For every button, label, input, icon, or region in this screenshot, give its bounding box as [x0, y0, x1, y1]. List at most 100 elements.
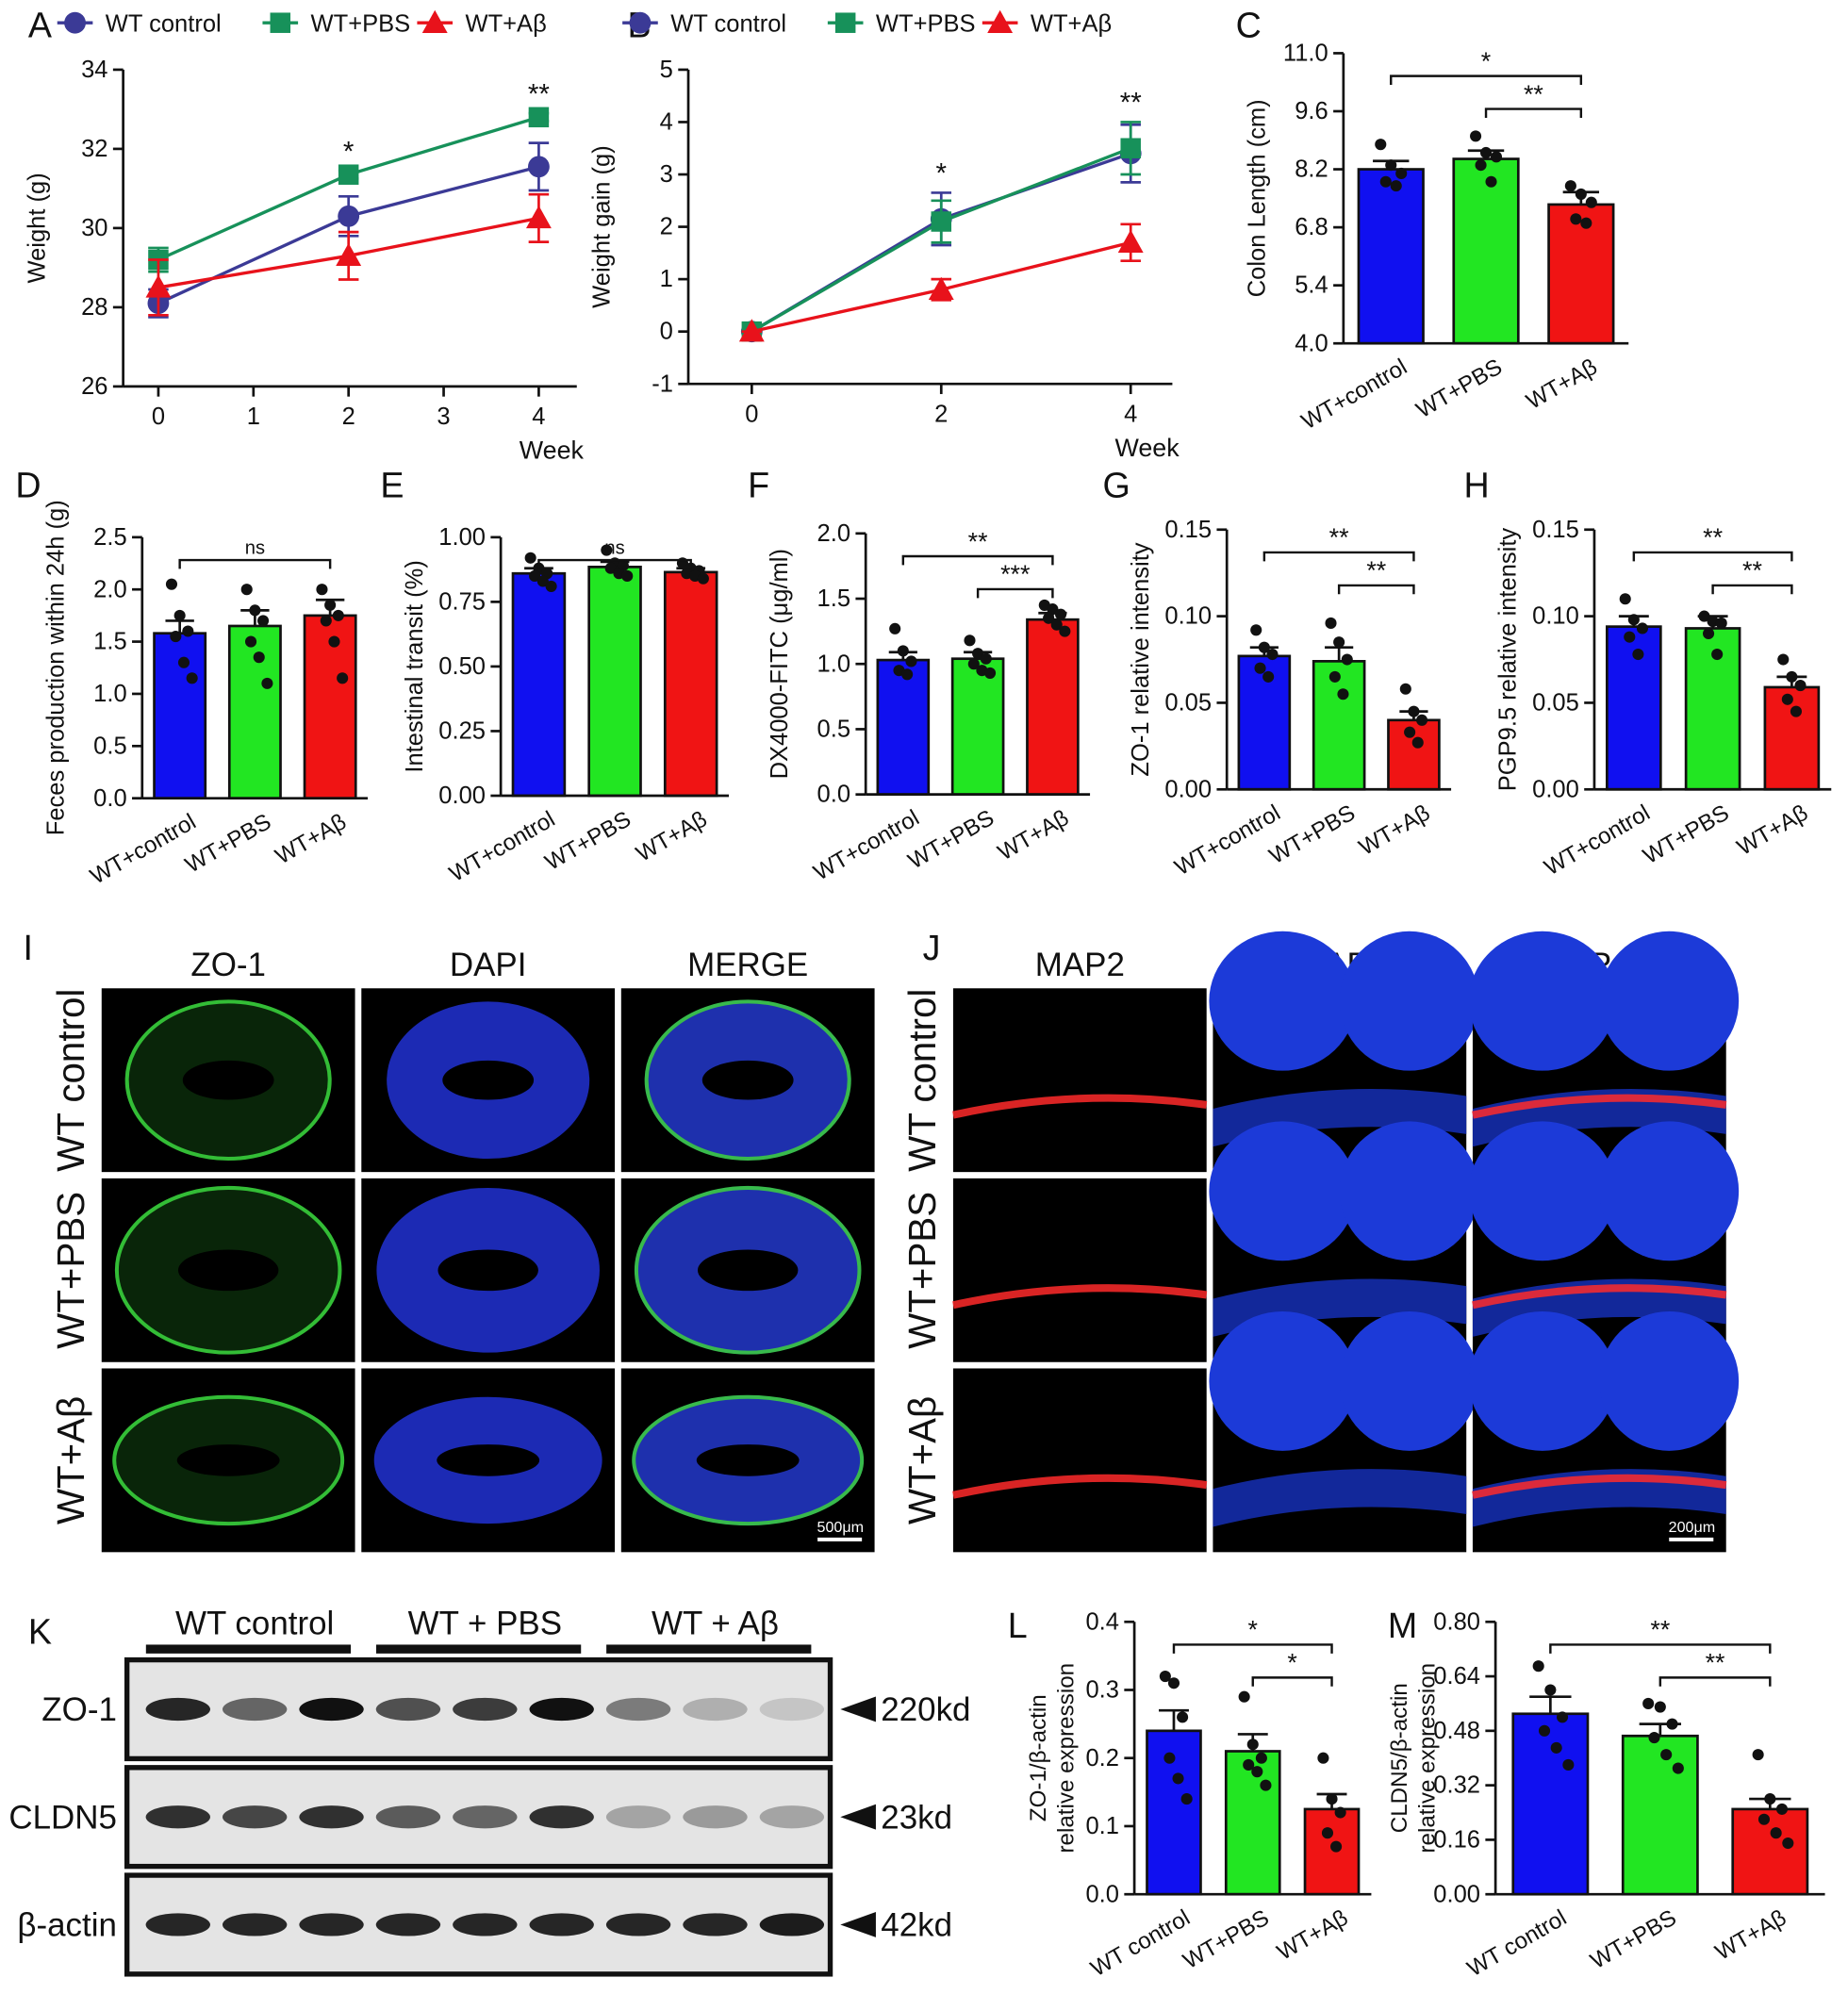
y-tick-label: 0.10: [1164, 603, 1212, 630]
row-label: WT+PBS: [901, 1192, 944, 1349]
significance-bracket: [1172, 1643, 1333, 1654]
y-tick-label: 4: [660, 109, 673, 136]
neurons: [1472, 1094, 1727, 1119]
crypt: [1209, 1121, 1357, 1261]
y-tick-label: 0.0: [93, 785, 126, 812]
scale-bar-label: 200μm: [1669, 1519, 1716, 1536]
data-point: [1470, 130, 1482, 142]
marker: [528, 107, 550, 128]
data-point: [1163, 1752, 1176, 1764]
x-tick-label: WT+Aβ: [994, 805, 1073, 865]
row-label: WT+Aβ: [50, 1396, 92, 1524]
neurons: [1472, 1474, 1727, 1499]
y-axis-label: Colon Length (cm): [1245, 99, 1271, 297]
data-point: [889, 622, 901, 634]
band: [222, 1913, 288, 1936]
bar: [1026, 618, 1080, 797]
data-point: [1317, 1752, 1329, 1764]
y-tick-label: 0.10: [1532, 603, 1579, 630]
y-tick-label: 1.0: [817, 651, 850, 677]
data-point: [1334, 1806, 1346, 1819]
x-tick-label: WT+control: [1170, 800, 1284, 882]
data-point: [1642, 1697, 1655, 1709]
x-tick-label: WT+Aβ: [1733, 800, 1812, 861]
size-label: 23kd: [881, 1799, 952, 1836]
micrograph: [952, 1178, 1207, 1362]
micrograph: [952, 988, 1207, 1173]
data-point: [1672, 1762, 1684, 1774]
data-point: [1375, 139, 1387, 151]
significance-label: *: [1287, 1649, 1297, 1677]
marker: [834, 12, 856, 33]
data-point: [1562, 1758, 1575, 1772]
data-point: [182, 625, 194, 637]
neurons: [1472, 1284, 1727, 1310]
y-tick-label: 9.6: [1295, 98, 1328, 124]
data-point: [1246, 1739, 1259, 1751]
y-tick-label: 11.0: [1283, 41, 1328, 67]
column-label: MERGE: [687, 947, 808, 983]
data-point: [1707, 616, 1719, 628]
y-tick-label: 0.48: [1433, 1718, 1480, 1744]
data-point: [1660, 1749, 1673, 1761]
x-tick-label: WT+control: [86, 809, 200, 890]
row-label: WT+Aβ: [901, 1396, 944, 1524]
data-point: [897, 645, 909, 657]
marker: [270, 12, 291, 33]
data-point: [1475, 159, 1487, 172]
y-tick-label: 1: [660, 266, 673, 292]
x-tick-label: 4: [1124, 402, 1137, 428]
y-tick-label: 0.15: [1164, 517, 1212, 543]
data-point: [1262, 670, 1275, 683]
data-point: [1251, 1766, 1263, 1778]
band: [453, 1913, 518, 1936]
panel-label: H: [1464, 465, 1490, 504]
row-label: WT control: [901, 989, 944, 1172]
scale-bar-label: 500μm: [817, 1519, 865, 1536]
band: [529, 1805, 594, 1829]
significance-bracket: [1484, 107, 1583, 118]
data-point: [1337, 688, 1349, 700]
row-label: WT control: [50, 989, 92, 1172]
significance-bracket: [1711, 584, 1793, 595]
panel-label: A: [28, 6, 53, 45]
significance-label: *: [1248, 1616, 1259, 1644]
crypt: [1468, 931, 1616, 1071]
data-point: [1321, 1827, 1334, 1839]
crypt: [1209, 1310, 1357, 1451]
significance-bracket: [1390, 74, 1583, 86]
y-axis-label: Weight gain (g): [589, 145, 616, 308]
y-tick-label: 0.00: [1532, 776, 1579, 802]
tissue-lumen: [701, 1060, 794, 1100]
y-tick-label: 0.4: [1085, 1608, 1118, 1635]
x-tick-label: 0: [152, 404, 165, 430]
bar: [1511, 1712, 1590, 1896]
significance-label: **: [968, 527, 988, 555]
data-point: [324, 599, 337, 611]
x-tick-label: WT+PBS: [1179, 1905, 1273, 1974]
tissue-lumen: [697, 1249, 799, 1292]
crypt: [1599, 1310, 1740, 1451]
data-point: [1479, 146, 1493, 159]
y-tick-label: 34: [81, 57, 107, 83]
significance-bracket: [1262, 551, 1415, 562]
marker: [738, 319, 765, 342]
bar: [587, 566, 642, 798]
data-point: [529, 569, 541, 583]
data-point: [173, 609, 186, 621]
x-tick-label: WT+PBS: [181, 809, 275, 878]
y-tick-label: 0: [660, 319, 673, 345]
error-bar: [1159, 1708, 1189, 1731]
data-point: [1698, 610, 1710, 622]
data-point: [1619, 593, 1631, 605]
x-tick-label: WT+control: [809, 805, 923, 886]
data-point: [240, 584, 253, 596]
data-point: [604, 562, 617, 574]
significance-bracket: [178, 558, 332, 569]
band: [145, 1913, 210, 1936]
data-point: [1328, 670, 1341, 683]
data-point: [1399, 683, 1411, 695]
data-point: [1238, 1690, 1250, 1703]
data-point: [1666, 1718, 1678, 1730]
data-point: [1390, 180, 1402, 192]
